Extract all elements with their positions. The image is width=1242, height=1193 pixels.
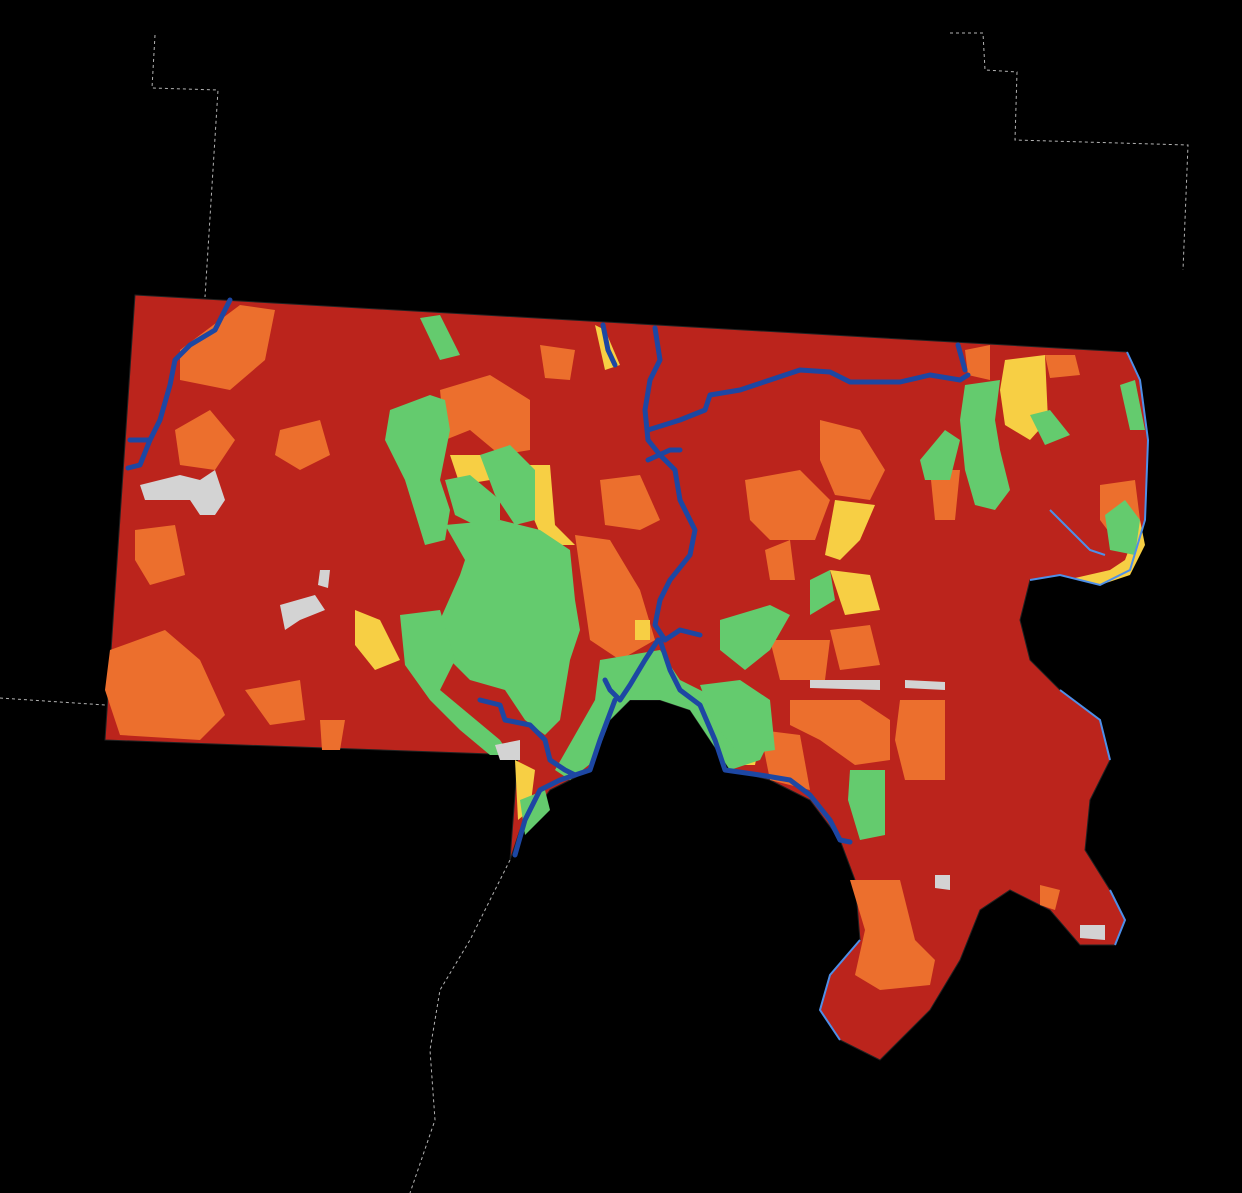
river xyxy=(955,342,968,373)
orange-zones xyxy=(105,305,1140,990)
green-zone xyxy=(1120,380,1145,430)
green-zone xyxy=(400,610,510,755)
orange-zone xyxy=(540,345,575,380)
river xyxy=(127,297,233,443)
green-zone xyxy=(700,680,775,755)
orange-zone xyxy=(275,420,330,470)
yellow-zone xyxy=(830,570,880,615)
orange-zone xyxy=(105,630,225,740)
orange-zone xyxy=(745,470,830,540)
orange-zone xyxy=(820,420,885,500)
orange-zone xyxy=(180,305,275,390)
river xyxy=(512,697,618,858)
green-zone xyxy=(385,395,450,545)
river xyxy=(602,637,661,703)
green-zone xyxy=(848,770,885,840)
boundary-line xyxy=(0,697,106,706)
orange-zone xyxy=(175,410,235,470)
green-zone xyxy=(960,380,1010,510)
river xyxy=(125,437,153,471)
gray-zone xyxy=(810,680,880,690)
green-zone xyxy=(420,315,460,360)
yellow-zone xyxy=(530,465,575,545)
green-zone xyxy=(520,790,550,835)
water-edge xyxy=(1059,689,1111,761)
gray-zone xyxy=(140,470,225,515)
orange-zone xyxy=(1045,355,1080,378)
orange-zone xyxy=(850,880,935,990)
orange-zone xyxy=(770,640,830,680)
boundary-line xyxy=(151,34,219,298)
river xyxy=(600,322,618,368)
orange-zone xyxy=(440,375,530,455)
green-zone xyxy=(810,570,835,615)
yellow-zone xyxy=(635,620,650,640)
orange-zone xyxy=(765,540,795,580)
boundary-line xyxy=(950,32,1189,271)
green-zone xyxy=(1030,410,1070,445)
green-zone xyxy=(445,475,500,525)
orange-zone xyxy=(1040,885,1060,910)
orange-zone xyxy=(895,700,945,780)
river xyxy=(645,447,683,463)
orange-zone xyxy=(790,700,890,765)
neighbor-boundaries xyxy=(0,32,1189,1193)
yellow-zone xyxy=(825,500,875,560)
orange-zone xyxy=(245,680,305,725)
green-zone xyxy=(720,605,790,670)
river xyxy=(477,697,578,778)
gray-zone xyxy=(1080,925,1105,940)
orange-zone xyxy=(965,345,990,380)
yellow-zone xyxy=(1075,520,1145,585)
water-edge xyxy=(818,939,861,1041)
orange-zone xyxy=(135,525,185,585)
orange-zone xyxy=(600,475,660,530)
river xyxy=(657,637,853,845)
gray-zone xyxy=(495,740,520,760)
yellow-zone xyxy=(355,610,400,670)
green-zone xyxy=(480,445,535,525)
green-zone xyxy=(440,520,580,735)
gray-zone xyxy=(318,570,330,588)
green-zone xyxy=(1105,500,1140,555)
water-edges xyxy=(818,351,1150,1041)
river xyxy=(645,367,971,433)
gray-zone xyxy=(905,680,945,690)
river xyxy=(642,325,703,643)
boundary-line xyxy=(409,859,511,1193)
orange-zone xyxy=(830,625,880,670)
rivers xyxy=(125,297,971,858)
gray-zones xyxy=(140,470,1105,940)
gray-zone xyxy=(280,595,325,630)
green-zone xyxy=(920,430,960,480)
water-edge xyxy=(1029,351,1150,587)
gray-zone xyxy=(935,875,950,890)
water-edge xyxy=(1109,889,1127,946)
water-edge xyxy=(1049,509,1106,556)
orange-zone xyxy=(930,470,960,520)
orange-zone xyxy=(320,720,345,750)
